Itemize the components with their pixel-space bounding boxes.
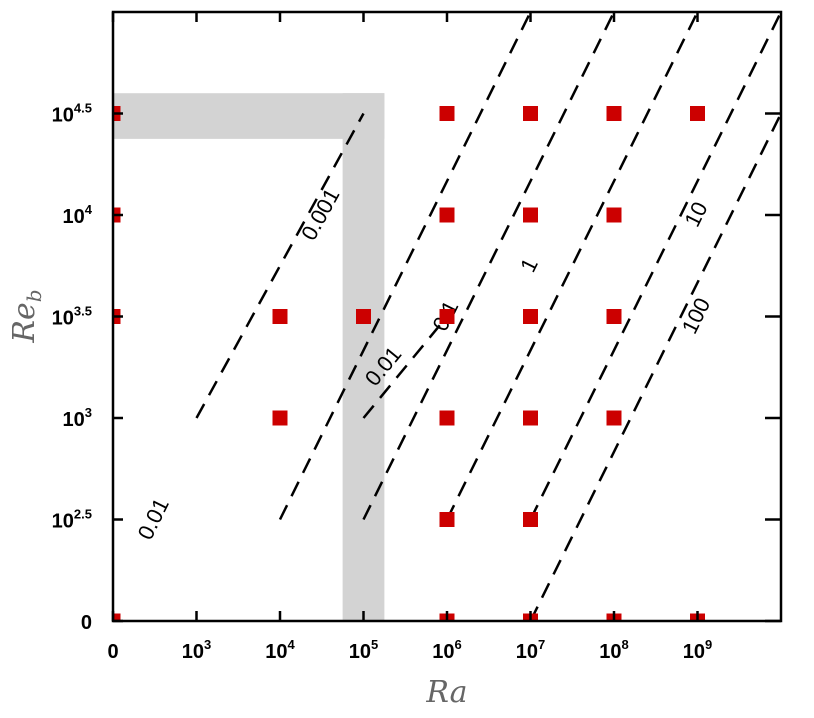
- y-axis-title: Reb: [7, 289, 46, 343]
- reference-line-2: [278, 12, 532, 521]
- x-tick-label-6: 107: [516, 637, 545, 663]
- y-tick-label-2: 102.5: [52, 506, 92, 532]
- reference-line-6: [529, 112, 781, 621]
- shaded-region-1: [342, 93, 385, 621]
- data-point-20: [606, 105, 622, 121]
- data-point-7: [356, 308, 371, 324]
- x-tick-label-1: 0: [107, 641, 118, 663]
- y-axis-ticks: 0 102.5 103 103.5 104 104.5: [52, 100, 781, 634]
- data-point-16: [523, 308, 538, 324]
- y-tick-label-3: 103: [63, 405, 92, 431]
- shaded-region-2: [113, 93, 385, 139]
- data-point-8: [439, 105, 455, 121]
- data-point-21: [606, 207, 622, 223]
- y-tick-label-1: 0: [81, 612, 92, 634]
- data-point-23: [606, 410, 622, 426]
- data-point-10: [439, 308, 455, 324]
- x-tick-label-7: 108: [599, 637, 628, 663]
- data-point-14: [523, 105, 538, 121]
- x-tick-label-5: 106: [432, 637, 461, 663]
- data-point-5: [272, 308, 288, 324]
- data-point-18: [523, 511, 538, 527]
- data-point-22: [606, 308, 622, 324]
- data-point-6: [272, 410, 288, 426]
- x-tick-label-4: 105: [349, 637, 378, 663]
- data-point-15: [523, 207, 538, 223]
- shaded-regions: [113, 93, 385, 621]
- y-axis-title-main: Re: [7, 302, 42, 343]
- y-axis-title-subscript: b: [22, 289, 46, 302]
- reference-line-3: [362, 12, 616, 521]
- reference-line-7: [362, 315, 448, 419]
- x-axis-ticks: 0 103 104 105 106 107 108 109: [107, 12, 712, 663]
- x-tick-label-3: 104: [265, 637, 295, 663]
- reference-line-5: [529, 12, 781, 521]
- data-point-12: [439, 511, 455, 527]
- x-tick-label-8: 109: [683, 637, 712, 663]
- data-point-25: [690, 105, 705, 121]
- data-point-11: [439, 410, 455, 426]
- x-tick-label-2: 103: [182, 637, 211, 663]
- y-tick-label-6: 104.5: [52, 100, 92, 126]
- reference-line-4: [445, 12, 699, 521]
- data-point-4: [113, 613, 121, 621]
- reference-line-1: [195, 112, 365, 419]
- x-axis-title: Ra: [425, 675, 467, 710]
- data-point-9: [439, 207, 455, 223]
- data-point-17: [523, 410, 538, 426]
- y-tick-label-5: 104: [63, 202, 93, 228]
- y-tick-label-4: 103.5: [52, 303, 92, 329]
